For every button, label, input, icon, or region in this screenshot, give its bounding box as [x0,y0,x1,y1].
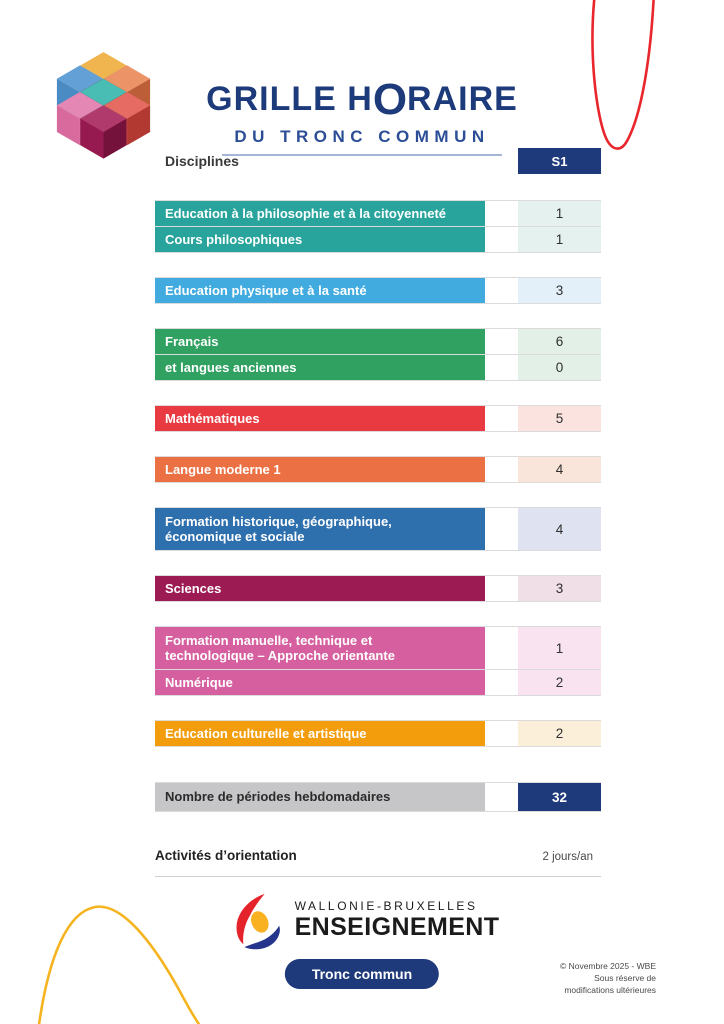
subject-group-philosophie: Education à la philosophie et à la citoy… [155,200,601,253]
subject-bar: et langues anciennes [155,355,485,380]
table-row: Sciences 3 [155,575,601,602]
column-spacer [485,329,518,354]
column-spacer [485,576,518,601]
total-hours-cell: 32 [518,783,601,811]
total-label-bar: Nombre de périodes hebdomadaires [155,783,485,811]
s1-header-badge: S1 [518,148,601,174]
hours-cell: 1 [518,627,601,669]
hours-cell: 0 [518,355,601,380]
hours-cell: 4 [518,508,601,550]
total-group: Nombre de périodes hebdomadaires 32 [155,782,601,812]
column-spacer [485,406,518,431]
column-spacer [485,201,518,226]
wbe-logo-icon [236,893,280,950]
hours-cell: 6 [518,329,601,354]
disciplines-header: Disciplines [165,153,239,169]
orientation-value: 2 jours/an [542,851,593,863]
table-row: Formation historique, géographique, écon… [155,507,601,551]
subject-bar: Cours philosophiques [155,227,485,252]
subject-group-mathematiques: Mathématiques 5 [155,405,601,432]
table-row: Education à la philosophie et à la citoy… [155,200,601,227]
column-spacer [485,670,518,695]
cube-block [80,105,127,159]
column-spacer [485,508,518,550]
hours-cell: 5 [518,406,601,431]
column-spacer [485,355,518,380]
subject-bar: Numérique [155,670,485,695]
column-spacer [485,278,518,303]
orientation-activities-row: Activités d’orientation 2 jours/an [155,848,601,877]
table-row: et langues anciennes 0 [155,354,601,381]
hours-cell: 2 [518,670,601,695]
copyright-text: © Novembre 2025 - WBE Sous réserve de mo… [559,961,656,995]
table-row: Education culturelle et artistique 2 [155,720,601,747]
subject-group-formation-manuelle: Formation manuelle, technique et technol… [155,626,601,696]
subject-group-langue-moderne: Langue moderne 1 4 [155,456,601,483]
subject-group-formation-historique: Formation historique, géographique, écon… [155,507,601,551]
big-o-glyph: O [372,75,408,124]
title-block: GRILLE HORAIRE DU TRONC COMMUN [0,78,724,156]
hours-cell: 2 [518,721,601,746]
column-spacer [485,721,518,746]
wbe-brand-line1: WALLONIE-BRUXELLES [294,898,478,913]
table-row: Formation manuelle, technique et technol… [155,626,601,670]
table-header-row: Disciplines S1 [155,148,601,174]
subject-group-education-culturelle: Education culturelle et artistique 2 [155,720,601,747]
subject-bar: Langue moderne 1 [155,457,485,482]
table-row: Français 6 [155,328,601,355]
wbe-brand-text: WALLONIE-BRUXELLES ENSEIGNEMENT [295,899,500,942]
column-spacer [485,783,518,811]
table-row: Numérique 2 [155,669,601,696]
column-spacer [485,227,518,252]
subject-bar: Mathématiques [155,406,485,431]
table-row: Cours philosophiques 1 [155,226,601,253]
wbe-brand-block: WALLONIE-BRUXELLES ENSEIGNEMENT [0,889,724,951]
hours-cell: 1 [518,201,601,226]
hours-cell: 3 [518,278,601,303]
subject-bar: Sciences [155,576,485,601]
page-subtitle: DU TRONC COMMUN [222,127,502,156]
subject-bar: Education culturelle et artistique [155,721,485,746]
table-row: Langue moderne 1 4 [155,456,601,483]
subject-bar: Formation historique, géographique, écon… [155,508,485,550]
tronc-commun-button[interactable]: Tronc commun [284,959,440,989]
column-spacer [485,457,518,482]
subject-bar: Education à la philosophie et à la citoy… [155,201,485,226]
subject-group-sciences: Sciences 3 [155,575,601,602]
table-row: Mathématiques 5 [155,405,601,432]
subject-group-francais: Français 6 et langues anciennes 0 [155,328,601,381]
hours-cell: 4 [518,457,601,482]
column-spacer [485,627,518,669]
subject-bar: Education physique et à la santé [155,278,485,303]
hours-cell: 3 [518,576,601,601]
hours-cell: 1 [518,227,601,252]
wbe-brand-line2: ENSEIGNEMENT [294,912,500,941]
subject-bar: Français [155,329,485,354]
cube-logo [56,52,151,159]
orientation-label: Activités d’orientation [155,848,297,863]
subject-bar: Formation manuelle, technique et technol… [155,627,485,669]
schedule-table: Education à la philosophie et à la citoy… [155,200,601,812]
subject-group-education-physique: Education physique et à la santé 3 [155,277,601,304]
table-row: Education physique et à la santé 3 [155,277,601,304]
total-row: Nombre de périodes hebdomadaires 32 [155,782,601,812]
page-title: GRILLE HORAIRE [206,75,518,124]
